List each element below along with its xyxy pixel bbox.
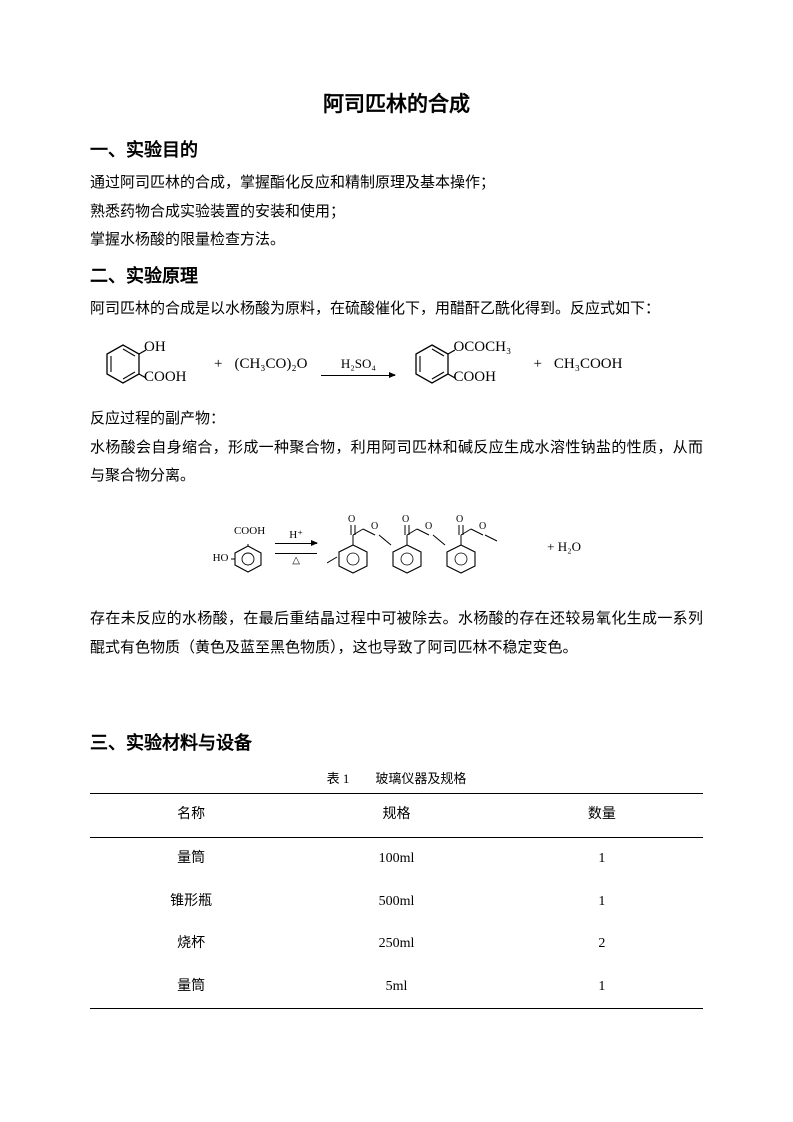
section1-p1: 通过阿司匹林的合成，掌握酯化反应和精制原理及基本操作； (90, 169, 703, 198)
table-header-name: 名称 (90, 794, 292, 838)
section3-heading: 三、实验材料与设备 (90, 726, 703, 760)
reactant1-sub2: COOH (144, 363, 187, 392)
reaction-arrow-1: H₂SO₄ (315, 352, 401, 376)
reaction-scheme-2: COOH HO H⁺ △ O O (90, 505, 703, 590)
table-cell: 250ml (292, 923, 500, 966)
table-cell: 2 (501, 923, 703, 966)
section1-heading: 一、实验目的 (90, 133, 703, 167)
table-cell: 量筒 (90, 966, 292, 1009)
plus-2: + (529, 350, 545, 379)
svg-text:O: O (425, 521, 432, 532)
table-cell: 烧杯 (90, 923, 292, 966)
svg-text:O: O (456, 514, 463, 525)
svg-text:O: O (348, 514, 355, 525)
section2-heading: 二、实验原理 (90, 259, 703, 293)
section1-p3: 掌握水杨酸的限量检查方法。 (90, 226, 703, 255)
table-cell: 100ml (292, 837, 500, 880)
document-title: 阿司匹林的合成 (90, 85, 703, 125)
section2-p3: 水杨酸会自身缩合，形成一种聚合物，利用阿司匹林和碱反应生成水溶性钠盐的性质，从而… (90, 434, 703, 491)
catalyst-label: H₂SO₄ (341, 352, 376, 377)
table-cell: 锥形瓶 (90, 881, 292, 924)
table-cell: 500ml (292, 881, 500, 924)
section2-p1: 阿司匹林的合成是以水杨酸为原料，在硫酸催化下，用醋酐乙酰化得到。反应式如下： (90, 295, 703, 324)
table-cell: 1 (501, 837, 703, 880)
section2-p2: 反应过程的副产物： (90, 405, 703, 434)
polymer-structure: O O O O O O (327, 505, 537, 590)
equipment-table: 名称 规格 数量 量筒100ml1锥形瓶500ml1烧杯250ml2量筒5ml1 (90, 793, 703, 1009)
svg-text:O: O (371, 521, 378, 532)
section1-p2: 熟悉药物合成实验装置的安装和使用； (90, 198, 703, 227)
table-cell: 5ml (292, 966, 500, 1009)
table-row: 烧杯250ml2 (90, 923, 703, 966)
svg-text:O: O (479, 521, 486, 532)
product1-sub1: OCOCH₃ (453, 333, 511, 362)
table-cell: 量筒 (90, 837, 292, 880)
salicylic-acid-small: COOH HO (212, 521, 265, 574)
plus-h2o: + H₂O (547, 535, 581, 560)
table-header-spec: 规格 (292, 794, 500, 838)
reactant1-sub1: OH (144, 333, 166, 362)
ho-label: HO (213, 548, 229, 569)
acetic-anhydride: (CH₃CO)₂O (234, 350, 307, 379)
salicylic-acid-structure: OH COOH (100, 341, 146, 387)
table-header-row: 名称 规格 数量 (90, 794, 703, 838)
table-row: 量筒5ml1 (90, 966, 703, 1009)
table-row: 量筒100ml1 (90, 837, 703, 880)
table-header-qty: 数量 (501, 794, 703, 838)
reaction-scheme-1: OH COOH + (CH₃CO)₂O H₂SO₄ OCOCH₃ COOH + … (100, 341, 703, 387)
plus-1: + (210, 350, 226, 379)
table-caption: 表 1 玻璃仪器及规格 (90, 767, 703, 792)
aspirin-structure: OCOCH₃ COOH (409, 341, 455, 387)
reaction-arrow-2: H⁺ △ (275, 525, 317, 570)
table-cell: 1 (501, 966, 703, 1009)
product1-sub2: COOH (453, 363, 496, 392)
section2-p4: 存在未反应的水杨酸，在最后重结晶过程中可被除去。水杨酸的存在还较易氧化生成一系列… (90, 605, 703, 662)
table-cell: 1 (501, 881, 703, 924)
cooh-label: COOH (234, 521, 265, 542)
table-row: 锥形瓶500ml1 (90, 881, 703, 924)
acetic-acid: CH₃COOH (554, 350, 623, 379)
svg-text:O: O (402, 514, 409, 525)
